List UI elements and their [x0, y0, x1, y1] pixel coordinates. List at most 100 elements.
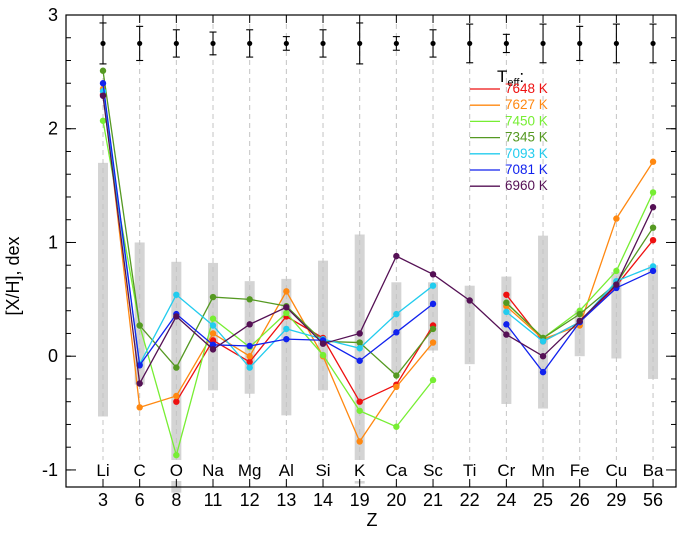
x-tick-label: 20	[386, 490, 406, 510]
data-point	[649, 204, 657, 211]
data-point	[393, 372, 400, 379]
data-point	[539, 353, 547, 360]
element-label: Fe	[570, 461, 590, 480]
legend-title-suffix: :	[519, 67, 524, 86]
data-point	[503, 299, 510, 306]
x-tick-label: 24	[496, 490, 516, 510]
data-point	[466, 297, 473, 304]
data-point	[246, 358, 253, 366]
data-point	[429, 300, 437, 308]
element-label-bg	[235, 460, 264, 481]
data-point	[356, 357, 363, 364]
element-label-bg	[272, 460, 301, 481]
element-label-bg	[199, 460, 228, 481]
error-bar	[576, 25, 584, 62]
series-line	[102, 120, 434, 458]
x-tick-label: 22	[460, 490, 480, 510]
series	[99, 92, 657, 387]
element-label: Sc	[423, 461, 443, 480]
legend-title-main: T	[497, 67, 507, 86]
element-label: Cu	[606, 461, 628, 480]
data-point	[283, 288, 290, 295]
data-point	[393, 310, 400, 318]
legend-label: 7648 K	[505, 81, 548, 96]
data-point	[503, 308, 510, 316]
data-point	[246, 321, 253, 328]
error-bar	[172, 29, 180, 58]
legend-entry: 7648 K	[470, 81, 548, 96]
data-point	[576, 310, 583, 318]
element-label: Mg	[238, 461, 262, 480]
element-label: Cr	[497, 461, 515, 480]
x-tick-label: 29	[606, 490, 626, 510]
range-bar	[244, 281, 255, 394]
series-line	[102, 83, 434, 368]
y-tick-label: 1	[48, 232, 58, 252]
series-line	[102, 88, 434, 443]
data-point	[393, 329, 400, 336]
element-label: C	[134, 461, 146, 480]
element-label-bg	[565, 460, 594, 481]
element-label: O	[170, 461, 183, 480]
data-point	[356, 407, 363, 414]
x-tick-label: 14	[313, 490, 333, 510]
data-point	[429, 325, 437, 333]
data-point	[246, 342, 253, 350]
data-point	[503, 291, 510, 298]
element-label-bg	[345, 460, 374, 481]
data-point	[649, 224, 657, 231]
data-point	[209, 293, 217, 301]
x-axis-label: Z	[367, 510, 378, 530]
data-point	[246, 353, 253, 360]
element-label-bg	[639, 460, 668, 481]
data-point	[393, 383, 400, 391]
x-tick-label: 26	[570, 490, 590, 510]
element-label: Ba	[643, 461, 664, 480]
y-axis-label: [X/H], dex	[3, 236, 23, 315]
y-tick-label: 3	[48, 5, 58, 25]
data-point	[99, 92, 107, 99]
x-tick-label: 56	[643, 490, 663, 510]
error-bars	[99, 22, 657, 65]
data-point	[99, 80, 107, 87]
data-point	[649, 189, 657, 196]
range-bar	[391, 282, 402, 374]
error-bar	[466, 23, 474, 64]
legend-label: 7345 K	[505, 130, 548, 145]
element-label: Ca	[385, 461, 407, 480]
error-bar	[429, 29, 437, 58]
legend-entry: 7081 K	[470, 162, 548, 177]
error-bar	[539, 23, 547, 64]
error-bar	[649, 23, 657, 64]
legend-entry: 7093 K	[470, 146, 548, 161]
data-point	[429, 282, 437, 289]
error-bar	[392, 36, 400, 51]
error-bar	[502, 33, 510, 54]
data-point	[539, 368, 547, 376]
element-label: Si	[315, 461, 330, 480]
data-point	[503, 331, 510, 338]
data-point	[209, 322, 217, 329]
x-tick-label: 21	[423, 490, 443, 510]
data-point	[136, 380, 143, 387]
element-label: Al	[279, 461, 294, 480]
data-point	[246, 296, 253, 303]
data-point	[209, 315, 217, 322]
data-point	[283, 335, 290, 343]
data-point	[613, 267, 620, 275]
legend-label: 7450 K	[505, 113, 548, 128]
data-point	[393, 423, 400, 430]
x-tick-label: 25	[533, 490, 553, 510]
x-tick-label: 19	[350, 490, 370, 510]
data-point	[246, 364, 253, 371]
series-line	[175, 315, 434, 403]
data-point	[356, 330, 363, 337]
series-lines	[99, 67, 657, 459]
data-point	[649, 267, 657, 275]
data-point	[283, 309, 290, 317]
data-point	[209, 330, 217, 337]
y-tick-label: 0	[48, 346, 58, 366]
